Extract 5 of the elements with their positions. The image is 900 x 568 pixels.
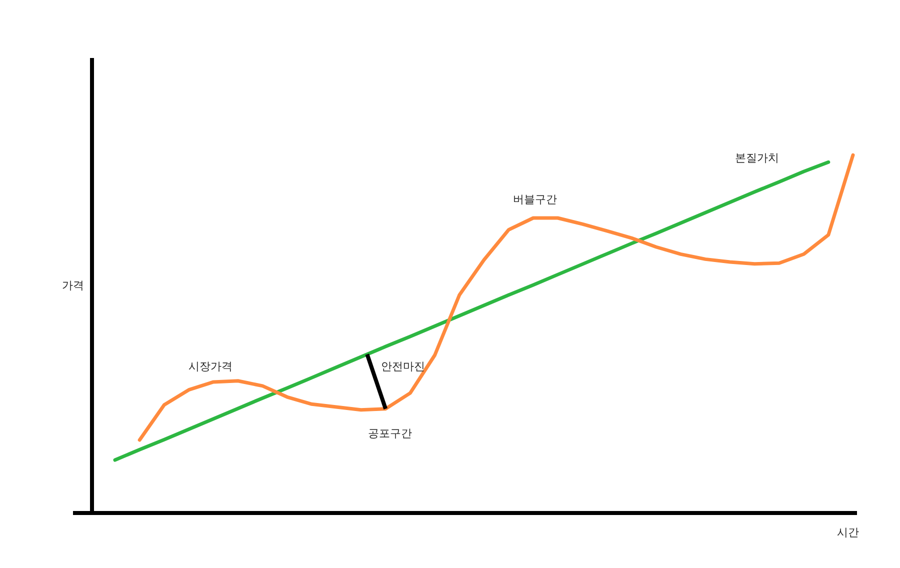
annotation: 버블구간 <box>513 193 557 206</box>
xlabel: 시간 <box>837 526 859 539</box>
annotation: 공포구간 <box>368 427 412 440</box>
ylabel: 가격 <box>62 279 84 292</box>
annotation: 안전마진 <box>381 360 425 373</box>
